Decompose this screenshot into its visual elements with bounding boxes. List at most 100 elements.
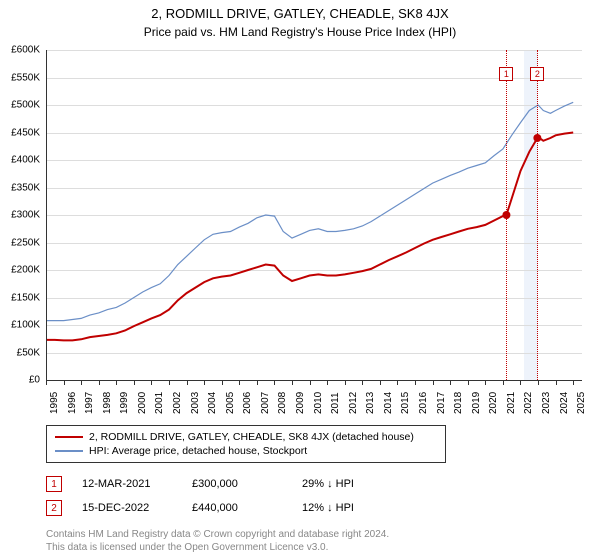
event-marker-box: 1	[46, 476, 62, 492]
event-price: £300,000	[192, 478, 282, 490]
x-tick-label: 2014	[383, 392, 394, 414]
x-tick-label: 2010	[313, 392, 324, 414]
x-tick	[503, 380, 504, 385]
x-tick	[99, 380, 100, 385]
chart-event-marker: 1	[499, 67, 513, 81]
x-tick	[239, 380, 240, 385]
x-tick	[274, 380, 275, 385]
event-table: 1 12-MAR-2021 £300,000 29% ↓ HPI 2 15-DEC-202…	[46, 472, 392, 520]
x-tick-label: 1998	[102, 392, 113, 414]
x-tick	[46, 380, 47, 385]
chart-event-marker: 2	[530, 67, 544, 81]
x-tick-label: 2013	[365, 392, 376, 414]
legend-row: 2, RODMILL DRIVE, GATLEY, CHEADLE, SK8 4…	[55, 430, 437, 444]
y-tick-label: £150K	[0, 292, 40, 303]
x-tick-label: 1999	[119, 392, 130, 414]
x-tick	[292, 380, 293, 385]
x-tick	[345, 380, 346, 385]
legend-label: 2, RODMILL DRIVE, GATLEY, CHEADLE, SK8 4…	[89, 431, 414, 443]
x-tick-label: 2023	[541, 392, 552, 414]
x-tick-label: 2021	[506, 392, 517, 414]
x-tick-label: 2003	[190, 392, 201, 414]
y-tick-label: £550K	[0, 72, 40, 83]
x-tick	[134, 380, 135, 385]
attribution-line2: This data is licensed under the Open Gov…	[46, 541, 389, 554]
x-tick-label: 2002	[172, 392, 183, 414]
x-tick-label: 2005	[225, 392, 236, 414]
x-tick	[327, 380, 328, 385]
x-tick-label: 2015	[400, 392, 411, 414]
y-tick-label: £200K	[0, 265, 40, 276]
legend-label: HPI: Average price, detached house, Stoc…	[89, 445, 307, 457]
event-price: £440,000	[192, 502, 282, 514]
y-tick-label: £0	[0, 375, 40, 386]
attribution-line1: Contains HM Land Registry data © Crown c…	[46, 528, 389, 541]
event-marker-box: 2	[46, 500, 62, 516]
x-tick	[116, 380, 117, 385]
event-delta: 12% ↓ HPI	[302, 502, 392, 514]
y-tick-label: £300K	[0, 210, 40, 221]
legend-swatch	[55, 436, 83, 438]
y-axis-line	[46, 50, 47, 380]
x-tick	[169, 380, 170, 385]
event-vline	[506, 50, 507, 380]
x-tick-label: 2016	[418, 392, 429, 414]
x-tick-label: 2008	[277, 392, 288, 414]
series-price_paid	[46, 133, 573, 341]
x-tick	[64, 380, 65, 385]
x-tick-label: 2000	[137, 392, 148, 414]
chart-title: 2, RODMILL DRIVE, GATLEY, CHEADLE, SK8 4…	[0, 0, 600, 21]
x-tick	[362, 380, 363, 385]
x-tick	[520, 380, 521, 385]
x-tick-label: 1996	[67, 392, 78, 414]
event-vline	[537, 50, 538, 380]
x-tick	[187, 380, 188, 385]
legend: 2, RODMILL DRIVE, GATLEY, CHEADLE, SK8 4…	[46, 425, 446, 463]
x-tick	[151, 380, 152, 385]
event-row: 1 12-MAR-2021 £300,000 29% ↓ HPI	[46, 472, 392, 496]
event-delta: 29% ↓ HPI	[302, 478, 392, 490]
event-row: 2 15-DEC-2022 £440,000 12% ↓ HPI	[46, 496, 392, 520]
y-tick-label: £600K	[0, 45, 40, 56]
x-tick-label: 2007	[260, 392, 271, 414]
x-tick	[433, 380, 434, 385]
attribution: Contains HM Land Registry data © Crown c…	[46, 528, 389, 554]
x-tick-label: 2017	[436, 392, 447, 414]
y-tick-label: £250K	[0, 237, 40, 248]
y-tick-label: £450K	[0, 127, 40, 138]
x-tick	[573, 380, 574, 385]
x-tick	[204, 380, 205, 385]
x-tick-label: 2001	[154, 392, 165, 414]
x-tick-label: 2011	[330, 392, 341, 414]
chart-plot-area: 12	[46, 50, 582, 380]
x-tick-label: 2012	[348, 392, 359, 414]
event-date: 12-MAR-2021	[82, 478, 172, 490]
x-tick-label: 2018	[453, 392, 464, 414]
x-tick	[556, 380, 557, 385]
y-tick-label: £350K	[0, 182, 40, 193]
x-tick	[257, 380, 258, 385]
x-tick-label: 2025	[576, 392, 587, 414]
gridline	[46, 380, 582, 381]
x-tick	[81, 380, 82, 385]
x-tick	[222, 380, 223, 385]
x-tick-label: 2009	[295, 392, 306, 414]
x-tick	[450, 380, 451, 385]
x-tick-label: 2022	[523, 392, 534, 414]
chart-svg	[46, 50, 582, 380]
x-tick	[310, 380, 311, 385]
legend-swatch	[55, 450, 83, 452]
x-tick-label: 2020	[488, 392, 499, 414]
series-hpi	[46, 102, 573, 320]
y-tick-label: £100K	[0, 320, 40, 331]
x-tick-label: 2006	[242, 392, 253, 414]
x-tick	[397, 380, 398, 385]
x-tick-label: 2019	[471, 392, 482, 414]
x-tick-label: 1995	[49, 392, 60, 414]
x-tick	[538, 380, 539, 385]
y-tick-label: £400K	[0, 155, 40, 166]
y-tick-label: £50K	[0, 347, 40, 358]
event-date: 15-DEC-2022	[82, 502, 172, 514]
x-tick-label: 2004	[207, 392, 218, 414]
x-tick	[468, 380, 469, 385]
